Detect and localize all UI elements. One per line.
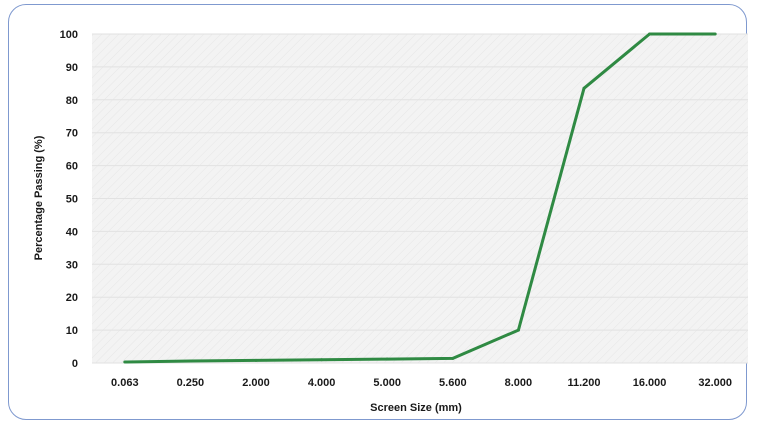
y-axis-title: Percentage Passing (%) — [33, 135, 45, 260]
series-group — [123, 32, 717, 364]
x-axis-ticks: 0.063 0.250 2.000 4.000 5.000 5.600 8.000 11.20… — [111, 377, 732, 389]
y-tick-label: 0 — [72, 358, 78, 370]
data-point — [123, 360, 127, 364]
y-tick-label: 80 — [66, 95, 78, 107]
y-tick-label: 90 — [66, 62, 78, 74]
x-tick-label: 2.000 — [242, 377, 270, 389]
data-point — [516, 328, 520, 332]
data-point — [648, 32, 652, 36]
data-point — [188, 359, 192, 363]
x-tick-label: 16.000 — [633, 377, 667, 389]
y-tick-label: 70 — [66, 128, 78, 140]
y-tick-label: 100 — [60, 29, 78, 41]
x-tick-label: 8.000 — [505, 377, 533, 389]
data-point — [320, 358, 324, 362]
y-tick-label: 20 — [66, 292, 78, 304]
y-tick-label: 30 — [66, 259, 78, 271]
y-tick-label: 60 — [66, 161, 78, 173]
data-point — [713, 32, 717, 36]
y-tick-label: 50 — [66, 194, 78, 206]
y-tick-label: 10 — [66, 325, 78, 337]
series-line-0 — [124, 32, 716, 364]
x-tick-label: 32.000 — [698, 377, 732, 389]
data-point — [385, 357, 389, 361]
x-tick-label: 4.000 — [308, 377, 336, 389]
x-tick-label: 11.200 — [567, 377, 600, 389]
x-tick-label: 0.250 — [177, 377, 205, 389]
x-tick-label: 5.000 — [373, 377, 401, 389]
y-tick-label: 40 — [66, 226, 78, 238]
y-axis-ticks: 0 10 20 30 40 50 60 70 80 90 100 — [60, 29, 78, 370]
x-axis-title: Screen Size (mm) — [370, 402, 462, 414]
x-tick-label: 0.063 — [111, 377, 139, 389]
data-point — [451, 356, 455, 360]
x-tick-label: 5.600 — [439, 377, 467, 389]
data-point — [582, 86, 586, 90]
data-point — [254, 358, 258, 362]
gridlines — [92, 33, 748, 364]
